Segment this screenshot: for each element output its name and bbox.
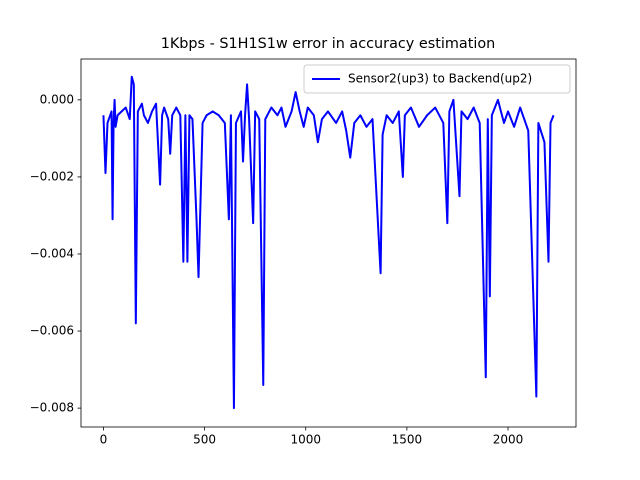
- x-tick-label: 0: [100, 433, 108, 447]
- x-tick-label: 2000: [493, 433, 524, 447]
- legend-label: Sensor2(up3) to Backend(up2): [348, 72, 532, 86]
- y-tick-label: 0.000: [40, 92, 74, 106]
- x-tick-label: 1000: [290, 433, 321, 447]
- x-tick-label: 500: [193, 433, 216, 447]
- legend-box: [303, 64, 571, 94]
- y-tick-label: −0.008: [30, 401, 74, 415]
- plot-frame: [80, 58, 577, 428]
- x-tick-label: 1500: [392, 433, 423, 447]
- chart-title: 1Kbps - S1H1S1w error in accuracy estima…: [161, 36, 496, 52]
- y-tick-label: −0.006: [30, 324, 74, 338]
- y-tick-label: −0.004: [30, 246, 74, 260]
- y-tick-label: −0.002: [30, 169, 74, 183]
- data-line: [102, 75, 555, 410]
